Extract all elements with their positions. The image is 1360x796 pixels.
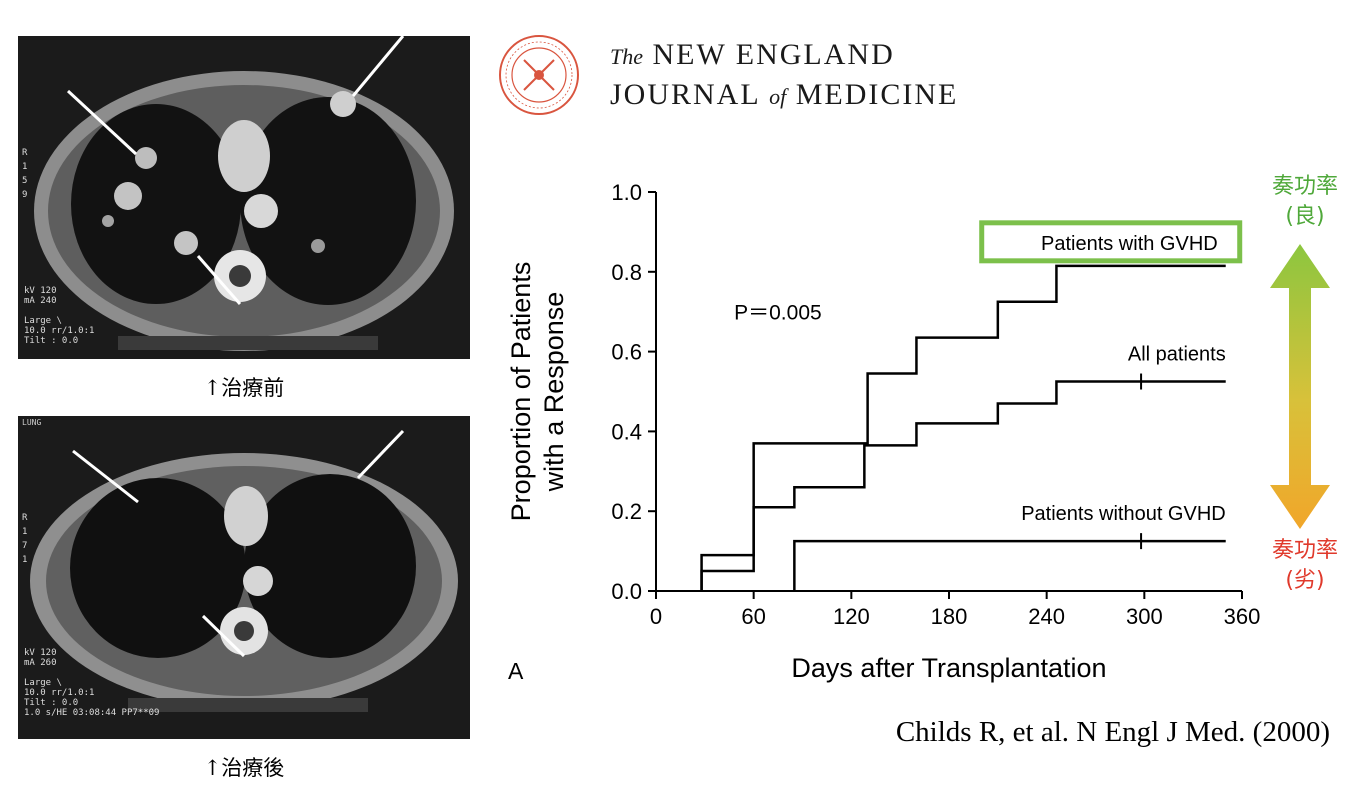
- x-tick-label: 240: [1028, 604, 1065, 629]
- y-tick-label: 0.6: [611, 340, 642, 365]
- journal-of: of: [769, 84, 787, 109]
- series-label: Patients without GVHD: [1021, 503, 1226, 525]
- ct-after-side-letters: R 1 7 1: [22, 513, 28, 565]
- ct-after-overlay: kV 120 mA 260 Large \ 10.0 rr/1.0:1 Tilt…: [24, 648, 160, 718]
- x-tick-label: 120: [833, 604, 870, 629]
- response-step-chart: 0.0 0.2 0.4 0.6 0.8 1.0 0 60 120 180 240 300 360 Day…: [506, 180, 1260, 684]
- highlight-box: [979, 220, 1243, 264]
- x-tick-label: 360: [1224, 604, 1260, 629]
- series-line: [793, 539, 1226, 591]
- y-tick-label: 0.8: [611, 260, 642, 285]
- y-tick-label: 0.4: [611, 419, 642, 444]
- x-tick-label: 180: [931, 604, 968, 629]
- y-axis-label-line: with a Response: [539, 292, 569, 493]
- ct-before-overlay: kV 120 mA 240 Large \ 10.0 rr/1.0:1 Tilt…: [24, 286, 95, 346]
- series-label: Patients with GVHD: [1041, 233, 1218, 255]
- chart-axes: 0.0 0.2 0.4 0.6 0.8 1.0 0 60 120 180 240 300 360: [611, 180, 1260, 629]
- series-line: [700, 380, 1226, 591]
- series-label: All patients: [1128, 344, 1226, 366]
- journal-new-england: NEW ENGLAND: [652, 38, 895, 71]
- p-value-annotation: P＝0.005: [734, 302, 822, 325]
- chart-labels: Days after Transplantation Proportion of …: [506, 220, 1243, 684]
- x-tick-label: 300: [1126, 604, 1163, 629]
- y-tick-label: 0.2: [611, 499, 642, 524]
- y-tick-label: 0.0: [611, 579, 642, 604]
- ct-scan-after-image: LUNG kV 120 mA 260 Large \ 10.0 rr/1.0:1…: [18, 416, 470, 739]
- x-tick-label: 60: [741, 604, 765, 629]
- poor-response-label: 奏功率 (劣): [1271, 538, 1338, 593]
- x-axis-label: Days after Transplantation: [791, 653, 1106, 683]
- ct-before-side-letters: R 1 5 9: [22, 148, 28, 200]
- journal-title: The NEW ENGLAND JOURNAL of MEDICINE: [610, 36, 958, 116]
- response-gradient-arrow-icon: [1270, 244, 1330, 529]
- y-axis-label-line: Proportion of Patients: [506, 262, 536, 522]
- good-response-label: 奏功率 (良): [1271, 174, 1338, 229]
- ct-scan-before-image: kV 120 mA 240 Large \ 10.0 rr/1.0:1 Tilt…: [18, 36, 470, 359]
- journal-journal: JOURNAL: [610, 78, 760, 111]
- chart-series: [700, 264, 1226, 591]
- nejm-seal-logo: [499, 35, 579, 115]
- ct-after-top-text: LUNG: [22, 418, 42, 427]
- y-tick-label: 1.0: [611, 180, 642, 205]
- ct-after-caption: ↑治療後: [203, 756, 285, 780]
- ct-before-caption: ↑治療前: [203, 376, 285, 400]
- panel-label: A: [508, 658, 524, 684]
- x-tick-label: 0: [650, 604, 662, 629]
- journal-the: The: [610, 44, 643, 69]
- journal-medicine: MEDICINE: [795, 78, 959, 111]
- citation: Childs R, et al. N Engl J Med. (2000): [895, 716, 1330, 748]
